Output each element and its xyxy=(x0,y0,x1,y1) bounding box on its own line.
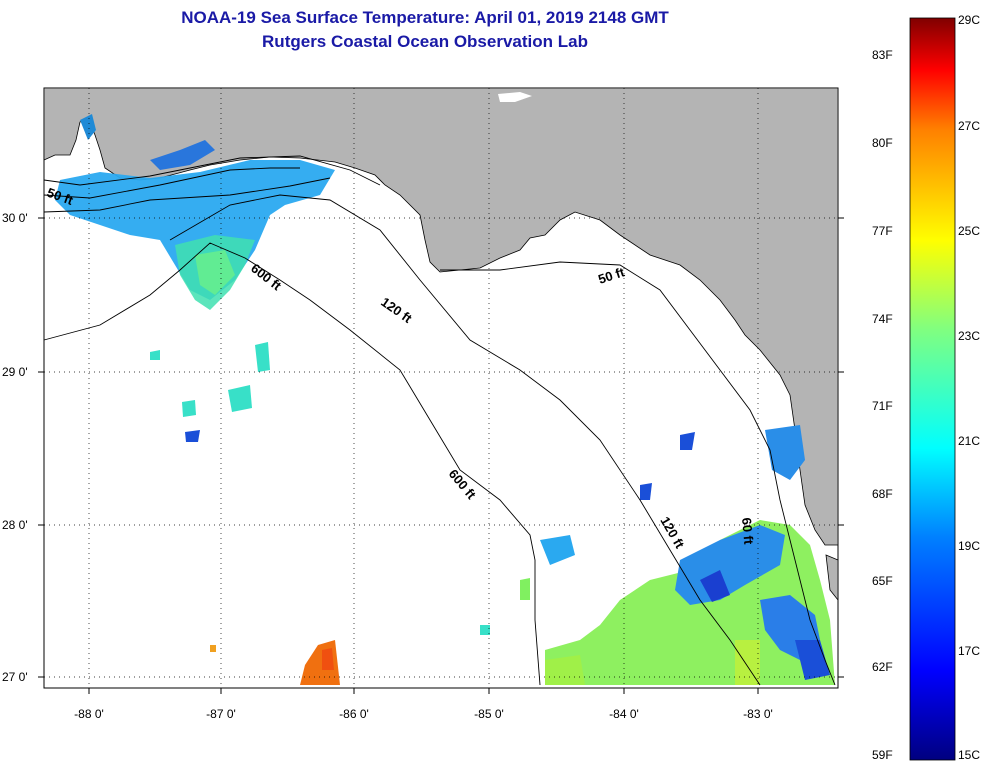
lon-label: -86 0' xyxy=(339,707,369,721)
colorbar-f-label: 62F xyxy=(872,660,893,674)
colorbar-c-label: 15C xyxy=(958,748,981,762)
graticule xyxy=(44,88,838,688)
isobath-contours xyxy=(43,155,836,686)
colorbar xyxy=(909,17,956,761)
colorbar-c-label: 19C xyxy=(958,539,981,553)
colorbar-f-label: 71F xyxy=(872,399,893,413)
lon-label: -84 0' xyxy=(609,707,639,721)
lon-label: -85 0' xyxy=(474,707,504,721)
colorbar-f-label: 59F xyxy=(872,748,893,762)
colorbar-f-label: 65F xyxy=(872,574,893,588)
lat-label: 30 0' xyxy=(2,211,28,225)
colorbar-f-label: 83F xyxy=(872,48,893,62)
colorbar-f-label: 77F xyxy=(872,224,893,238)
east-coast-land xyxy=(825,554,839,602)
lake xyxy=(498,92,532,102)
florida-land xyxy=(43,87,839,546)
colorbar-f-label: 74F xyxy=(872,312,893,326)
colorbar-c-label: 27C xyxy=(958,119,981,133)
map-title: NOAA-19 Sea Surface Temperature: April 0… xyxy=(181,8,669,27)
tick-marks xyxy=(38,217,844,694)
colorbar-c-label: 17C xyxy=(958,644,981,658)
colorbar-c-label: 23C xyxy=(958,329,981,343)
lon-label: -88 0' xyxy=(74,707,104,721)
lat-label: 29 0' xyxy=(2,365,28,379)
colorbar-c-label: 29C xyxy=(958,13,981,27)
lat-label: 27 0' xyxy=(2,670,28,684)
map-subtitle: Rutgers Coastal Ocean Observation Lab xyxy=(262,32,588,51)
colorbar-f-label: 80F xyxy=(872,136,893,150)
colorbar-c-label: 21C xyxy=(958,434,981,448)
colorbar-c-label: 25C xyxy=(958,224,981,238)
contour-label-60-coast: 60 ft xyxy=(739,517,756,546)
sst-patches xyxy=(55,114,835,685)
lon-label: -87 0' xyxy=(206,707,236,721)
colorbar-f-label: 68F xyxy=(872,487,893,501)
lat-label: 28 0' xyxy=(2,518,28,532)
lon-label: -83 0' xyxy=(743,707,773,721)
